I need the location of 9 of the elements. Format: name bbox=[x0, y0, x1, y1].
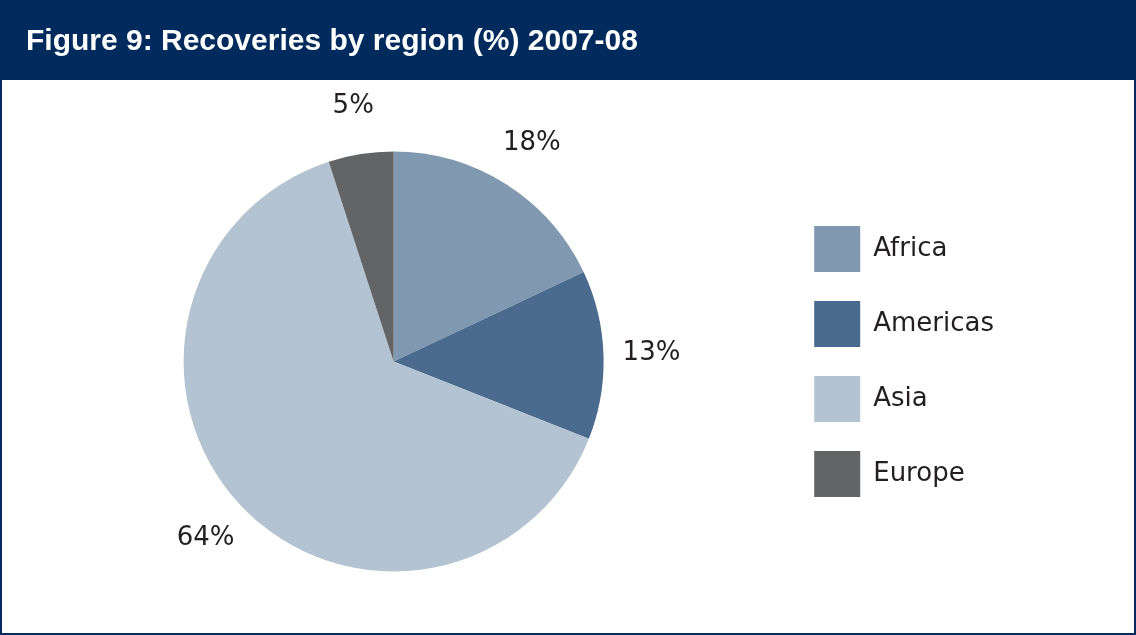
legend-label: Africa bbox=[873, 231, 948, 262]
chart-title: Figure 9: Recoveries by region (%) 2007-08 bbox=[0, 0, 1136, 80]
data-label: 18% bbox=[502, 126, 561, 157]
legend-label: Americas bbox=[873, 306, 994, 337]
data-label: 5% bbox=[332, 89, 374, 120]
data-label: 13% bbox=[622, 336, 681, 367]
legend-label: Asia bbox=[873, 381, 928, 412]
legend-label: Europe bbox=[873, 456, 965, 487]
data-label: 64% bbox=[176, 520, 235, 551]
